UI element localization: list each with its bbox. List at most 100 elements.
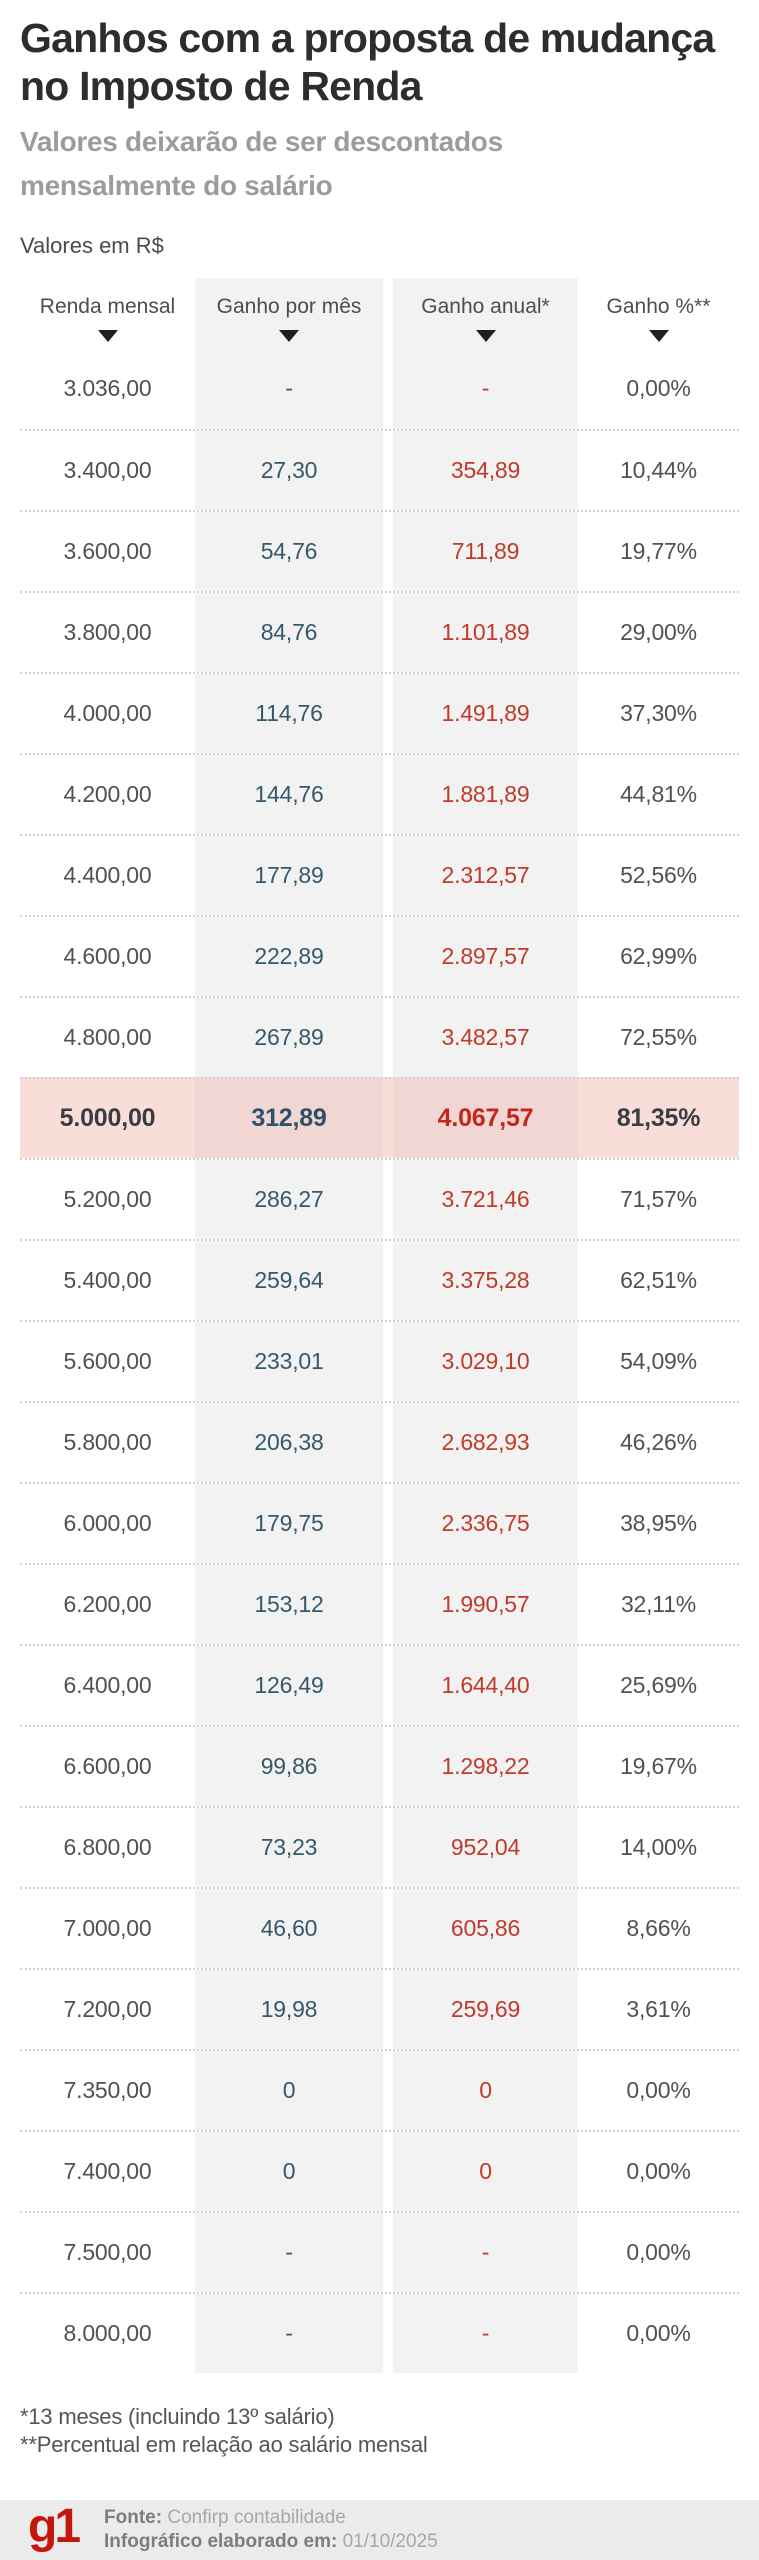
cell-ganho-pct: 0,00% — [626, 2077, 691, 2103]
cell-renda-mensal: 3.400,00 — [63, 457, 152, 483]
cell-ganho-anual: 0 — [393, 2051, 578, 2130]
cell-ganho-por-mes: - — [195, 2213, 383, 2292]
cell-ganho-anual: 259,69 — [393, 1970, 578, 2049]
cell-ganho-anual: 4.067,57 — [393, 1079, 578, 1158]
table-row: 4.000,00 114,76 1.491,89 37,30% — [20, 672, 739, 753]
cell-ganho-pct: 46,26% — [620, 1429, 697, 1455]
cell-ganho-por-mes: 84,76 — [195, 593, 383, 672]
table-row: 5.400,00 259,64 3.375,28 62,51% — [20, 1239, 739, 1320]
cell-ganho-pct: 29,00% — [620, 619, 697, 645]
g1-logo: g1 — [28, 2500, 81, 2553]
table-row: 7.000,00 46,60 605,86 8,66% — [20, 1887, 739, 1968]
column-gap — [383, 1889, 393, 1968]
cell-ganho-anual: 1.644,40 — [393, 1646, 578, 1725]
column-header-ganho-anual: Ganho anual* — [393, 278, 578, 348]
cell-ganho-por-mes: 153,12 — [195, 1565, 383, 1644]
cell-renda-mensal: 7.500,00 — [63, 2239, 152, 2265]
cell-ganho-pct: 10,44% — [620, 457, 697, 483]
cell-ganho-pct: 14,00% — [620, 1834, 697, 1860]
cell-ganho-por-mes: 19,98 — [195, 1970, 383, 2049]
table-body: 3.036,00 - - 0,00% 3.400,00 27,30 354,89… — [20, 348, 739, 2373]
cell-ganho-por-mes: 222,89 — [195, 917, 383, 996]
table-header-row: Renda mensal Ganho por mês Ganho anual* … — [20, 278, 739, 348]
footnote-percent: **Percentual em relação ao salário mensa… — [20, 2432, 428, 2457]
cell-ganho-por-mes: 259,64 — [195, 1241, 383, 1320]
cell-ganho-pct: 3,61% — [626, 1996, 691, 2022]
table-row: 3.600,00 54,76 711,89 19,77% — [20, 510, 739, 591]
table-row: 7.400,00 0 0 0,00% — [20, 2130, 739, 2211]
cell-renda-mensal: 5.000,00 — [59, 1104, 156, 1132]
cell-ganho-pct: 19,67% — [620, 1753, 697, 1779]
cell-ganho-por-mes: - — [195, 348, 383, 429]
cell-ganho-por-mes: 233,01 — [195, 1322, 383, 1401]
cell-ganho-pct: 0,00% — [626, 375, 691, 401]
table-row: 5.600,00 233,01 3.029,10 54,09% — [20, 1320, 739, 1401]
column-gap — [383, 348, 393, 429]
cell-ganho-pct: 71,57% — [620, 1186, 697, 1212]
column-gap — [383, 2051, 393, 2130]
table-row: 7.200,00 19,98 259,69 3,61% — [20, 1968, 739, 2049]
cell-ganho-pct: 52,56% — [620, 862, 697, 888]
column-gap — [383, 2294, 393, 2373]
cell-ganho-pct: 32,11% — [620, 1591, 697, 1617]
cell-ganho-por-mes: 286,27 — [195, 1160, 383, 1239]
cell-ganho-pct: 0,00% — [626, 2239, 691, 2265]
cell-ganho-por-mes: 27,30 — [195, 431, 383, 510]
cell-ganho-anual: 1.101,89 — [393, 593, 578, 672]
cell-ganho-por-mes: 267,89 — [195, 998, 383, 1077]
cell-renda-mensal: 4.200,00 — [63, 781, 152, 807]
cell-ganho-pct: 8,66% — [626, 1915, 691, 1941]
cell-renda-mensal: 5.200,00 — [63, 1186, 152, 1212]
cell-renda-mensal: 7.400,00 — [63, 2158, 152, 2184]
column-gap — [383, 836, 393, 915]
table-row: 3.800,00 84,76 1.101,89 29,00% — [20, 591, 739, 672]
cell-renda-mensal: 5.600,00 — [63, 1348, 152, 1374]
cell-renda-mensal: 4.600,00 — [63, 943, 152, 969]
cell-ganho-anual: 0 — [393, 2132, 578, 2211]
column-gap — [383, 1484, 393, 1563]
cell-ganho-por-mes: 0 — [195, 2051, 383, 2130]
source-value: Confirp contabilidade — [167, 2507, 346, 2528]
column-gap — [383, 1241, 393, 1320]
cell-ganho-por-mes: - — [195, 2294, 383, 2373]
column-gap — [383, 593, 393, 672]
column-gap — [383, 1565, 393, 1644]
column-gap — [383, 1403, 393, 1482]
cell-ganho-pct: 19,77% — [620, 538, 697, 564]
cell-ganho-por-mes: 126,49 — [195, 1646, 383, 1725]
cell-ganho-anual: 3.375,28 — [393, 1241, 578, 1320]
column-gap — [383, 1727, 393, 1806]
cell-renda-mensal: 7.000,00 — [63, 1915, 152, 1941]
cell-renda-mensal: 6.400,00 — [63, 1672, 152, 1698]
column-gap — [383, 1808, 393, 1887]
unit-label: Valores em R$ — [20, 233, 164, 258]
column-gap — [383, 917, 393, 996]
page-title: Ganhos com a proposta de mudança no Impo… — [20, 15, 715, 109]
gains-table: Renda mensal Ganho por mês Ganho anual* … — [20, 278, 739, 2373]
cell-ganho-anual: 354,89 — [393, 431, 578, 510]
cell-ganho-por-mes: 177,89 — [195, 836, 383, 915]
infographic: Ganhos com a proposta de mudança no Impo… — [20, 15, 739, 2457]
table-row: 3.400,00 27,30 354,89 10,44% — [20, 429, 739, 510]
cell-ganho-por-mes: 73,23 — [195, 1808, 383, 1887]
column-gap — [383, 431, 393, 510]
table-row: 7.500,00 - - 0,00% — [20, 2211, 739, 2292]
table-row: 5.200,00 286,27 3.721,46 71,57% — [20, 1158, 739, 1239]
cell-ganho-anual: 1.881,89 — [393, 755, 578, 834]
column-gap — [383, 2213, 393, 2292]
cell-renda-mensal: 8.000,00 — [63, 2320, 152, 2346]
column-gap — [383, 1322, 393, 1401]
column-gap — [383, 512, 393, 591]
table-row: 6.600,00 99,86 1.298,22 19,67% — [20, 1725, 739, 1806]
column-header-ganho-pct: Ganho %** — [578, 278, 739, 348]
footnote-annual: *13 meses (incluindo 13º salário) — [20, 2404, 335, 2429]
cell-ganho-anual: 1.298,22 — [393, 1727, 578, 1806]
credits: Fonte: Confirp contabilidade Infográfico… — [104, 2506, 438, 2554]
cell-renda-mensal: 5.800,00 — [63, 1429, 152, 1455]
date-line: Infográfico elaborado em: 01/10/2025 — [104, 2530, 438, 2554]
cell-ganho-pct: 0,00% — [626, 2158, 691, 2184]
table-row: 4.200,00 144,76 1.881,89 44,81% — [20, 753, 739, 834]
column-header-renda-mensal: Renda mensal — [20, 278, 195, 348]
table-row-highlighted: 5.000,00 312,89 4.067,57 81,35% — [20, 1077, 739, 1158]
table-row: 6.200,00 153,12 1.990,57 32,11% — [20, 1563, 739, 1644]
